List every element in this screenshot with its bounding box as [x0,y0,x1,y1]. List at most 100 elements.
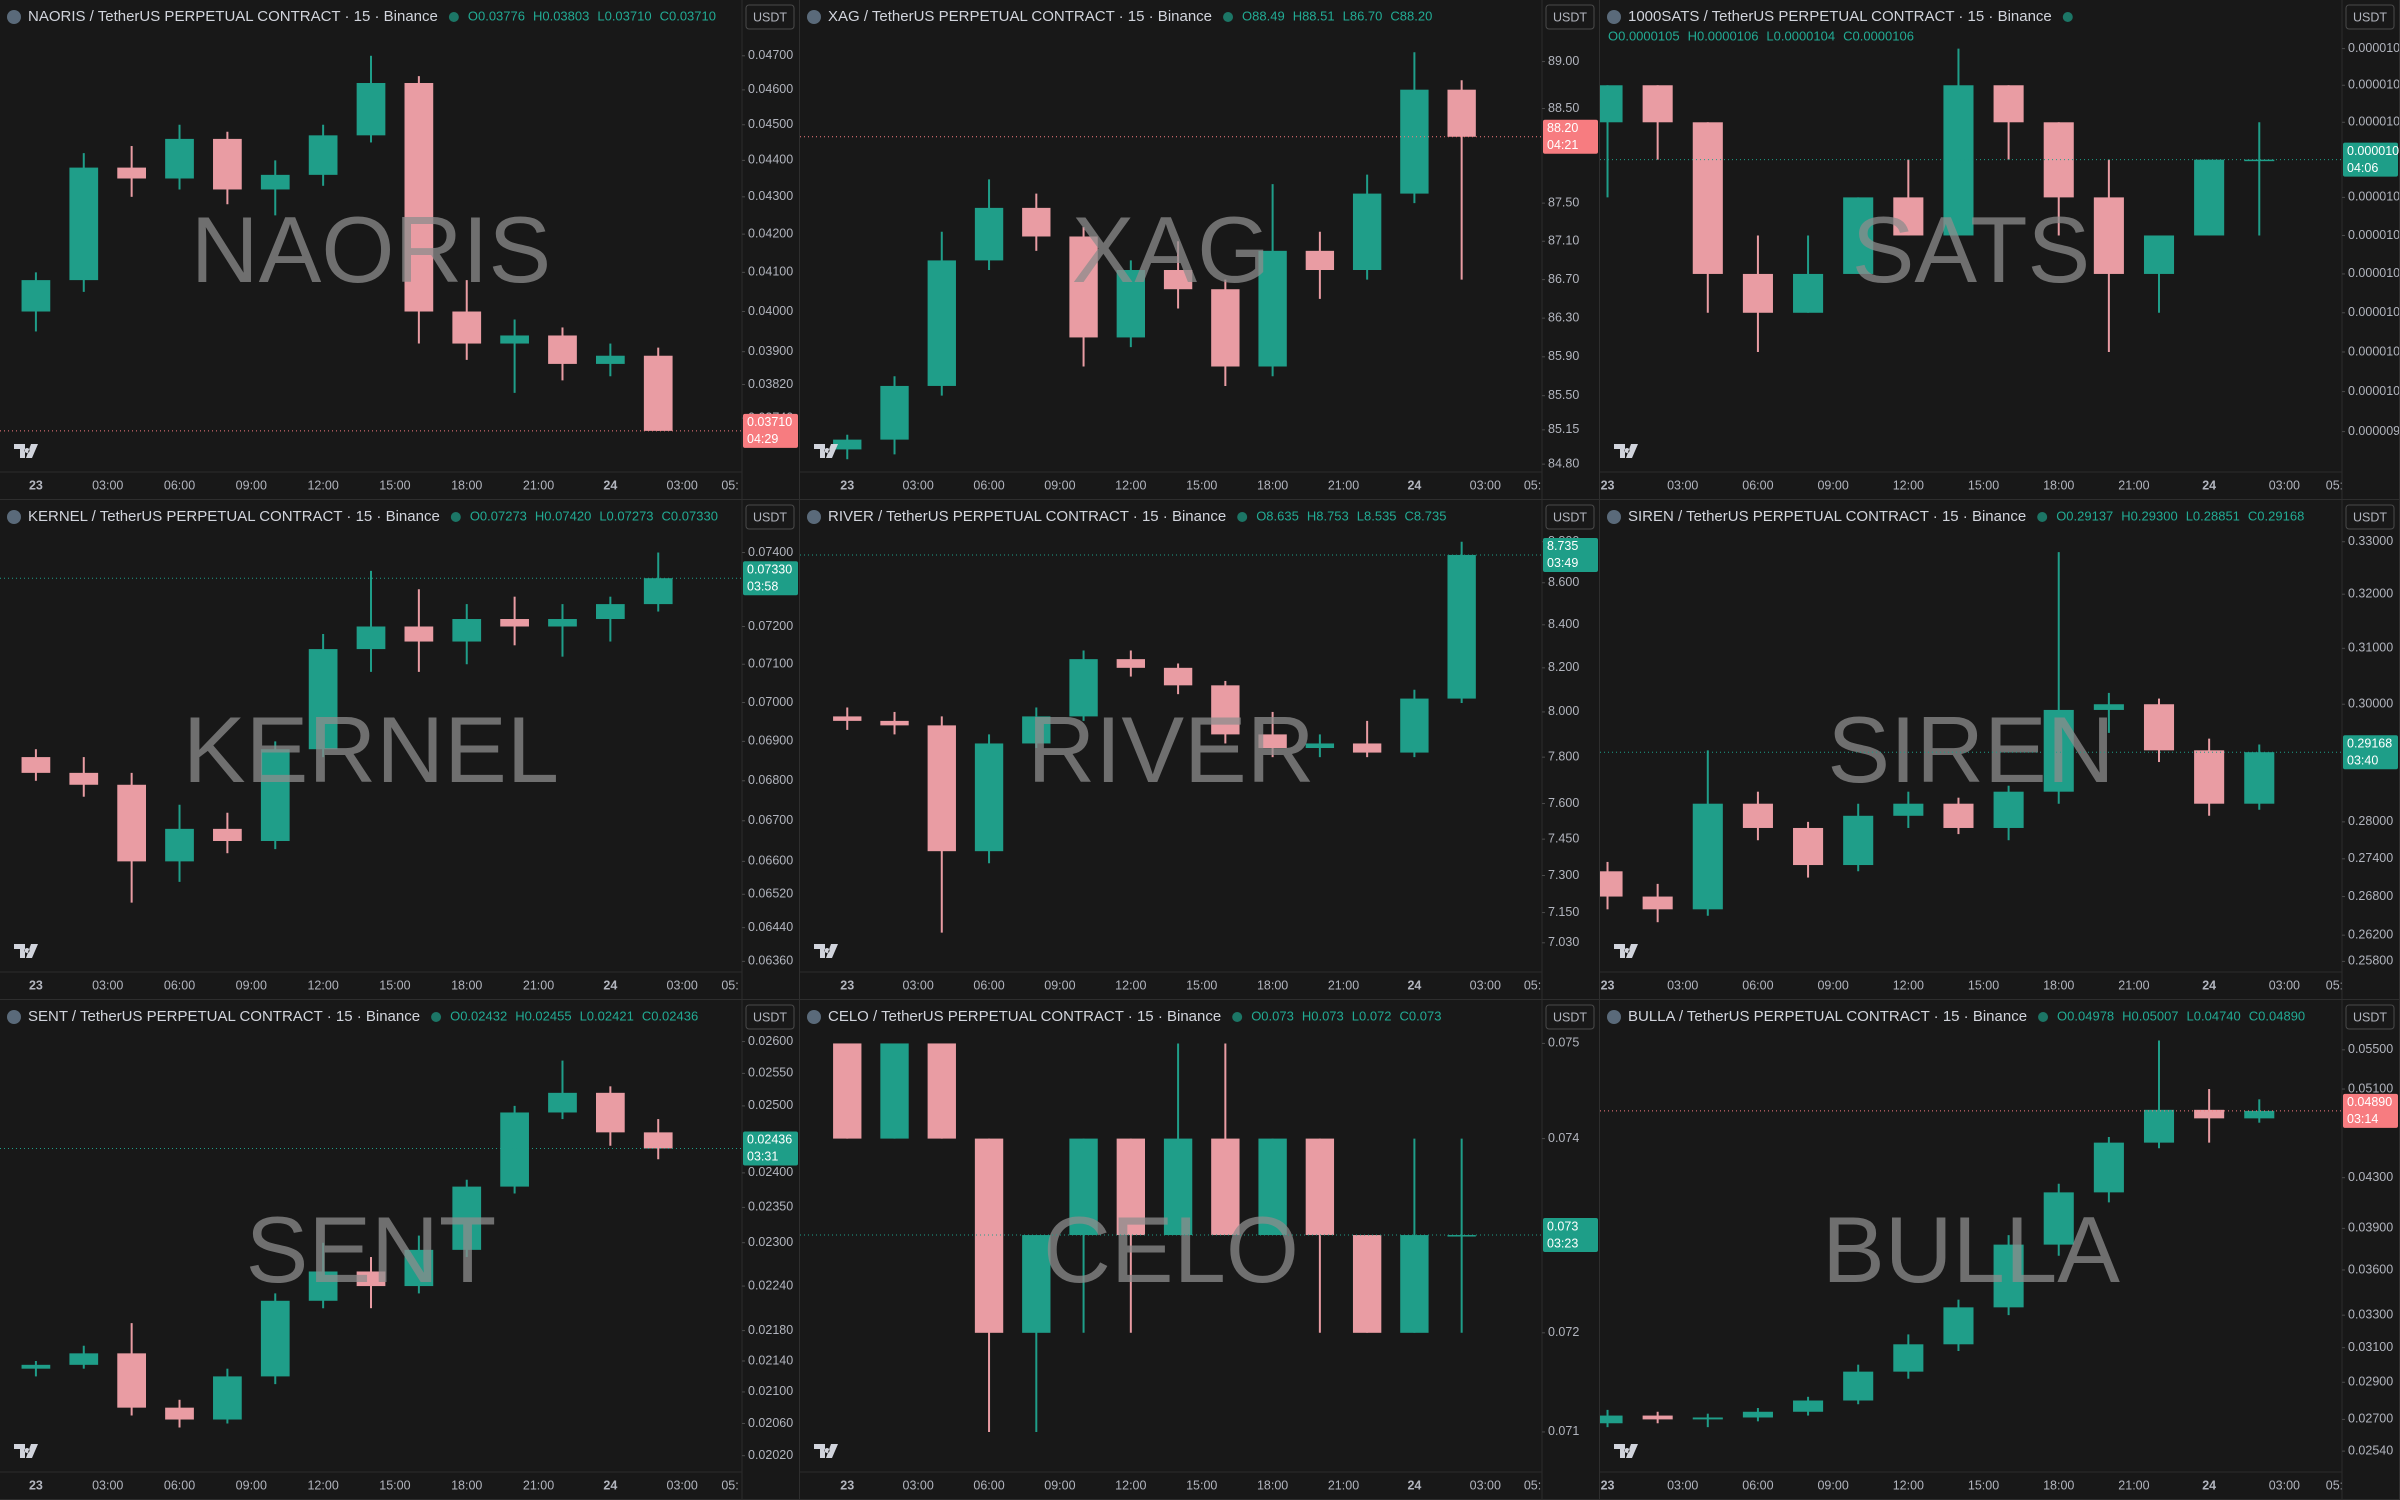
x-tick-label: 12:00 [1893,1478,1924,1492]
candle-body [880,1043,909,1139]
tradingview-logo [814,944,838,958]
x-tick-label: 03:00 [2269,978,2300,992]
candle-body [2093,704,2124,710]
tradingview-logo [14,944,38,958]
x-tick-label: 09:00 [1817,1478,1848,1492]
ohlc-legend: O0.02432 [450,1008,507,1023]
tradingview-logo [1614,444,1638,458]
x-tick-label: 06:00 [973,478,1004,492]
y-tick-label: 0.26200 [2348,927,2393,941]
symbol-icon [7,10,21,24]
ohlc-legend: O0.29137 [2056,508,2113,523]
logo-shape [14,1444,38,1458]
x-tick-label: 09:00 [236,1478,267,1492]
x-tick-label: 18:00 [451,978,482,992]
y-tick-label: 0.04500 [748,117,793,131]
x-tick-label: 05: [721,978,738,992]
ohlc-legend: C0.02436 [642,1008,698,1023]
y-tick-label: 0.0000099 [2348,424,2400,438]
y-tick-label: 0.0000109 [2348,41,2400,55]
ohlc-legend: C0.073 [1400,1008,1442,1023]
price-badge [2343,1093,2398,1128]
x-tick-label: 03:00 [1470,478,1501,492]
candle-body [213,1376,242,1420]
plot-area: NAORIS [0,55,742,458]
price-badge-label: 0.073 [1547,1219,1578,1233]
ohlc-legend: O0.07273 [470,508,527,523]
panel-background [1600,0,2400,500]
symbol-icon [1607,510,1621,524]
x-tick-label: 15:00 [1968,478,1999,492]
price-badge [2343,142,2398,177]
candle-body [1116,659,1146,668]
chart-title: SIREN / TetherUS PERPETUAL CONTRACT · 15… [1628,508,2026,525]
symbol-icon [1607,1010,1621,1024]
x-tick-label: 12:00 [1115,478,1146,492]
candle-body [2143,1109,2175,1143]
price-badge-label: 0.04890 [2347,1095,2392,1109]
y-tick-label: 0.02020 [748,1448,793,1462]
logo-shape [1614,1444,1638,1458]
candle-body [548,619,577,627]
x-tick-label: 23 [29,1478,43,1492]
chart-panel: XAG 23 03:00 06:00 09:00 12:00 15:00 18:00 21:00… [800,0,1600,500]
status-dot [1232,1012,1243,1022]
candle-body [974,1138,1004,1333]
ohlc-legend: C0.04890 [2249,1008,2305,1023]
candle-body [1893,803,1924,816]
chart-panel: SENT 23 03:00 06:00 09:00 12:00 15:00 18:00 21:0… [0,1000,800,1500]
y-tick-label: 7.300 [1548,868,1579,882]
x-tick-label: 21:00 [2118,1478,2149,1492]
y-tick-label: 8.400 [1548,617,1579,631]
y-tick-label: 0.04000 [748,304,793,318]
candle-body [1022,207,1051,237]
y-tick-label: 0.06800 [748,773,793,787]
x-tick-label: 21:00 [523,978,554,992]
time-axis: 23 03:00 06:00 09:00 12:00 15:00 18:00 21:00 24 0… [1601,1478,2342,1492]
x-tick-label: 05: [1524,478,1541,492]
y-tick-label: 0.02700 [2348,1412,2393,1426]
tradingview-logo [814,1444,838,1458]
y-tick-label: 0.0000103 [2348,266,2400,280]
y-tick-label: 0.03900 [748,344,793,358]
y-tick-label: 0.02300 [748,1235,793,1249]
candle-body [595,1092,625,1133]
chart-panel: RIVER 23 03:00 06:00 09:00 12:00 15:00 18:00 21:… [800,500,1600,1000]
candle-body [833,1043,862,1139]
price-countdown: 03:40 [2347,753,2378,767]
currency-box [2345,4,2395,30]
y-tick-label: 8.200 [1548,660,1579,674]
x-tick-label: 21:00 [1328,1478,1359,1492]
chart-panel: BULLA 23 03:00 06:00 09:00 12:00 15:00 18:00 21:… [1600,1000,2400,1500]
ohlc-legend: L0.02421 [580,1008,634,1023]
candle-body [927,1043,956,1139]
y-tick-label: 0.0000105 [2348,190,2400,204]
x-tick-label: 23 [1601,478,1615,492]
candle-body [213,828,242,842]
status-dot [431,1012,442,1022]
candle-body [21,280,51,312]
x-tick-label: 24 [603,978,617,992]
symbol-icon [1607,10,1621,24]
ohlc-legend: H0.03803 [533,8,589,23]
y-tick-label: 0.07400 [748,545,793,559]
candle-body [308,135,338,175]
time-axis: 23 03:00 06:00 09:00 12:00 15:00 18:00 21:00 24 0… [1601,478,2342,492]
symbol-icon [7,510,21,524]
x-tick-label: 05: [1524,1478,1541,1492]
candle-body [1447,554,1476,699]
candle-body [1352,743,1382,753]
time-axis: 23 03:00 06:00 09:00 12:00 15:00 18:00 21:00 24 0… [29,978,739,992]
plot-area: CELO [800,1043,1542,1458]
candle-body [117,784,147,862]
chart-title: BULLA / TetherUS PERPETUAL CONTRACT · 15… [1628,1008,2027,1025]
candle-body [69,167,99,281]
candle-body [1305,743,1335,749]
price-badge-label: 0.02436 [747,1133,792,1147]
candle-body [69,772,99,785]
currency-box [1545,1004,1595,1030]
candle-body [1943,803,1974,828]
ohlc-legend: H0.07420 [535,508,591,523]
ohlc-legend: O0.03776 [468,8,525,23]
candle-body [1893,197,1924,236]
